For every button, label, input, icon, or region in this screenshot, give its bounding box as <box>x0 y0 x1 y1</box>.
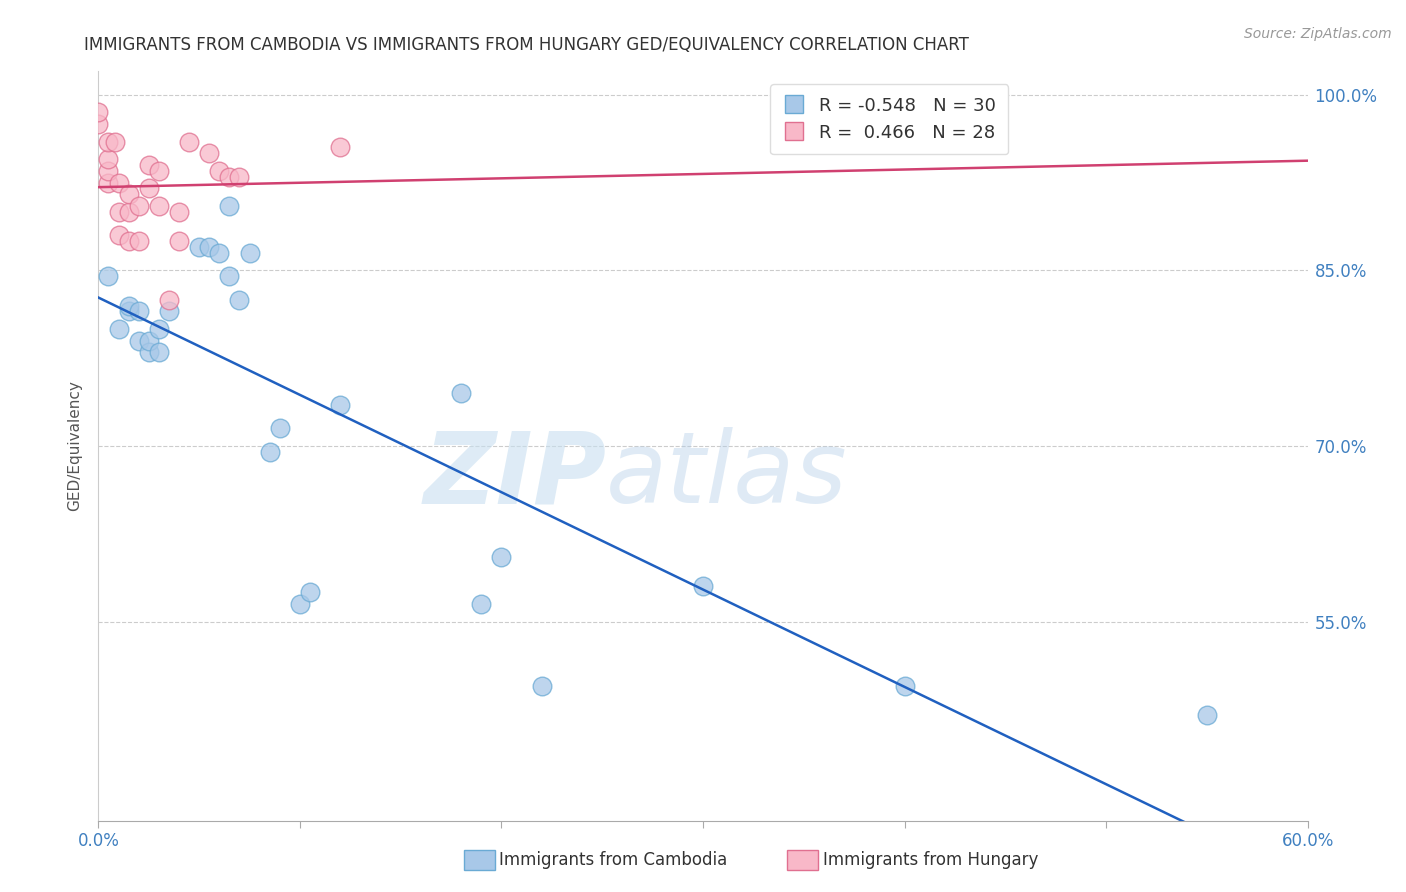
Point <box>97 176 120 190</box>
Point <box>148 199 170 213</box>
Point <box>148 322 170 336</box>
Point <box>97 135 120 149</box>
Point <box>188 240 211 254</box>
Point <box>107 322 129 336</box>
Point <box>138 158 160 172</box>
Point <box>167 205 190 219</box>
Point <box>329 140 352 154</box>
Point <box>157 293 180 307</box>
Text: ZIP: ZIP <box>423 427 606 524</box>
Point <box>128 234 150 248</box>
Point <box>128 199 150 213</box>
Point <box>218 199 240 213</box>
Point <box>148 164 170 178</box>
Point <box>103 135 125 149</box>
Point <box>107 205 129 219</box>
Point <box>530 679 553 693</box>
Point <box>692 580 714 594</box>
Point <box>288 597 311 611</box>
Point <box>138 345 160 359</box>
Point <box>299 585 322 599</box>
Point <box>107 176 129 190</box>
Point <box>208 164 231 178</box>
Point <box>259 445 281 459</box>
Text: Immigrants from Cambodia: Immigrants from Cambodia <box>499 851 727 869</box>
Point <box>128 334 150 348</box>
Y-axis label: GED/Equivalency: GED/Equivalency <box>67 381 83 511</box>
Point <box>179 135 201 149</box>
Point <box>97 152 120 166</box>
Point <box>157 304 180 318</box>
Text: IMMIGRANTS FROM CAMBODIA VS IMMIGRANTS FROM HUNGARY GED/EQUIVALENCY CORRELATION : IMMIGRANTS FROM CAMBODIA VS IMMIGRANTS F… <box>84 36 969 54</box>
Point <box>87 117 110 131</box>
Point <box>228 169 250 184</box>
Point <box>269 421 291 435</box>
Text: Source: ZipAtlas.com: Source: ZipAtlas.com <box>1244 27 1392 41</box>
Point <box>148 345 170 359</box>
Point <box>167 234 190 248</box>
Point <box>1195 708 1218 723</box>
Point <box>118 298 141 313</box>
Point <box>239 245 262 260</box>
Point <box>198 146 221 161</box>
Point <box>118 187 141 202</box>
Point <box>118 234 141 248</box>
Point <box>128 304 150 318</box>
Point <box>329 398 352 412</box>
Point <box>198 240 221 254</box>
Point <box>491 550 513 565</box>
Text: atlas: atlas <box>606 427 848 524</box>
Point <box>470 597 492 611</box>
Text: Immigrants from Hungary: Immigrants from Hungary <box>823 851 1038 869</box>
Point <box>97 269 120 284</box>
Point <box>97 164 120 178</box>
Point <box>218 269 240 284</box>
Point <box>218 169 240 184</box>
Point <box>138 181 160 195</box>
Point <box>87 105 110 120</box>
Legend: R = -0.548   N = 30, R =  0.466   N = 28: R = -0.548 N = 30, R = 0.466 N = 28 <box>770 84 1008 154</box>
Point <box>118 205 141 219</box>
Point <box>893 679 915 693</box>
Point <box>228 293 250 307</box>
Point <box>118 304 141 318</box>
Point <box>450 386 472 401</box>
Point <box>208 245 231 260</box>
Point <box>107 228 129 243</box>
Point <box>138 334 160 348</box>
